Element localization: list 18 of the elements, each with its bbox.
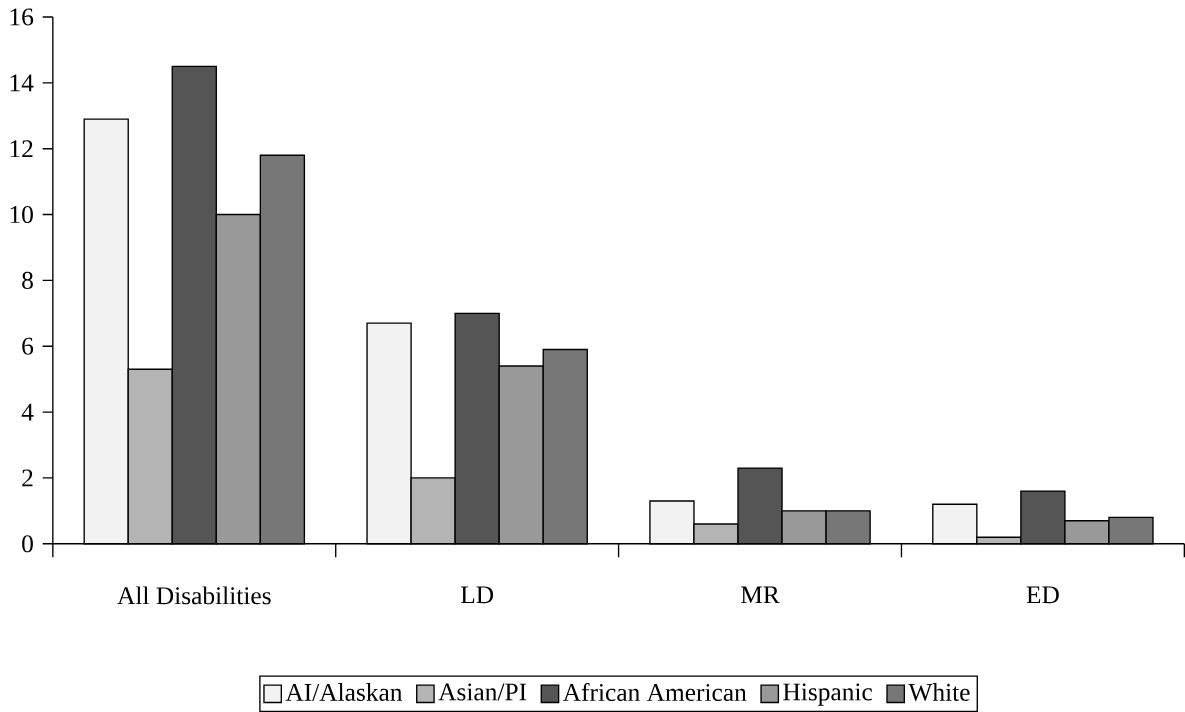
y-tick-label: 6	[22, 337, 34, 355]
y-tick-label: 12	[10, 140, 33, 158]
x-tick-label: All Disabilities	[117, 586, 271, 605]
y-tick-label: 4	[21, 403, 34, 421]
y-tick-label: 16	[10, 8, 34, 26]
x-tick-label: LD	[460, 586, 494, 604]
x-tick-label: ED	[1026, 586, 1059, 604]
y-tick-label: 8	[22, 271, 33, 289]
legend-label: African American	[562, 682, 747, 702]
y-tick-label: 0	[22, 535, 33, 553]
legend-label: Asian/PI	[438, 683, 527, 701]
x-tick-label: MR	[741, 586, 780, 604]
legend-label: AI/Alaskan	[285, 683, 403, 701]
legend-label: Hispanic	[783, 683, 872, 706]
legend-label: White	[908, 683, 970, 702]
y-tick-label: 14	[10, 74, 34, 92]
y-tick-label: 2	[22, 469, 33, 487]
y-tick-label: 10	[10, 205, 33, 224]
